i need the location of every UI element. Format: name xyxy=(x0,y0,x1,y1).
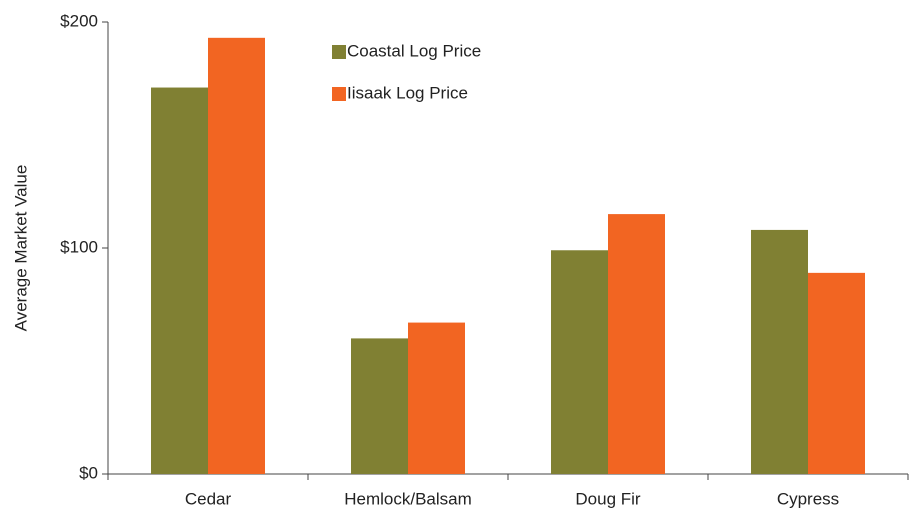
x-tick-label: Hemlock/Balsam xyxy=(344,489,472,508)
bar xyxy=(551,250,608,474)
bar xyxy=(751,229,808,474)
legend-swatch xyxy=(332,87,346,101)
x-tick-label: Cypress xyxy=(777,489,839,508)
bar xyxy=(151,87,208,474)
y-axis-label: Average Market Value xyxy=(11,165,30,332)
y-tick-label: $200 xyxy=(60,11,98,30)
legend-label: Coastal Log Price xyxy=(347,41,481,60)
x-tick-label: Cedar xyxy=(185,489,232,508)
y-tick-label: $100 xyxy=(60,237,98,256)
y-tick-label: $0 xyxy=(79,463,98,482)
legend-swatch xyxy=(332,45,346,59)
bar xyxy=(408,322,465,474)
x-tick-label: Doug Fir xyxy=(575,489,641,508)
bar xyxy=(351,338,408,474)
bar xyxy=(608,214,665,474)
legend-label: Iisaak Log Price xyxy=(347,83,468,102)
bar xyxy=(208,37,265,474)
bar xyxy=(808,272,865,474)
